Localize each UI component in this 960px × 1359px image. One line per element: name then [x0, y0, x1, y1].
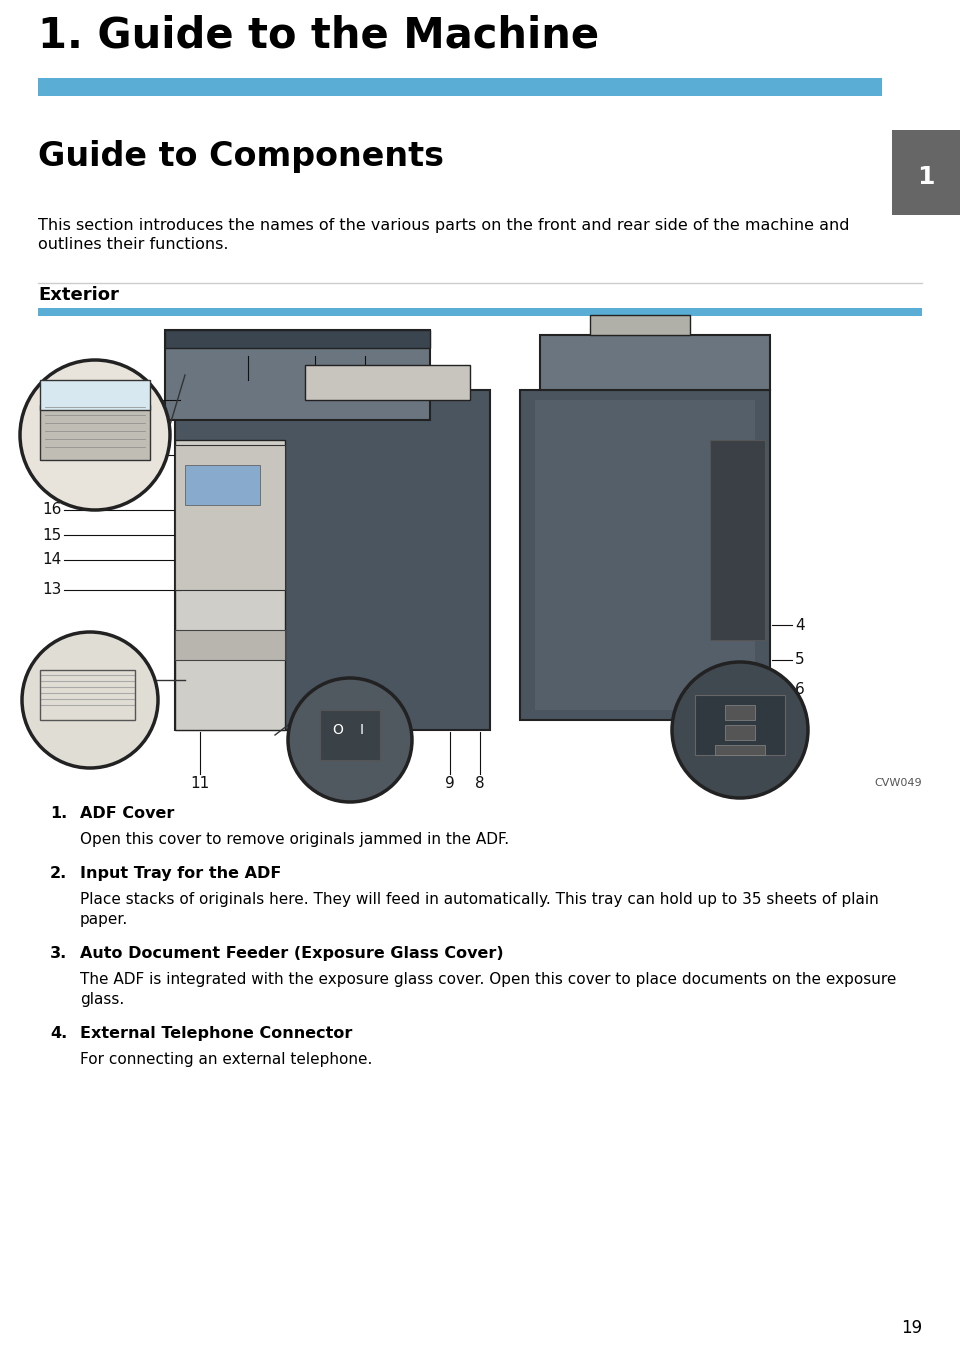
- Text: I: I: [360, 723, 364, 737]
- Text: paper.: paper.: [80, 912, 129, 927]
- Text: O: O: [332, 723, 344, 737]
- Bar: [175, 440, 285, 730]
- Text: CVW049: CVW049: [875, 777, 922, 788]
- Text: Guide to Components: Guide to Components: [38, 140, 444, 173]
- Text: 7: 7: [795, 711, 804, 726]
- Bar: [892, 130, 960, 215]
- Bar: [695, 694, 785, 756]
- Text: ADF Cover: ADF Cover: [80, 806, 175, 821]
- Bar: [725, 705, 755, 720]
- Text: 3.: 3.: [50, 946, 67, 961]
- Bar: [710, 440, 765, 640]
- Text: Exterior: Exterior: [38, 285, 119, 304]
- Bar: [165, 330, 430, 348]
- Bar: [40, 381, 150, 410]
- Text: Auto Document Feeder (Exposure Glass Cover): Auto Document Feeder (Exposure Glass Cov…: [80, 946, 504, 961]
- Circle shape: [672, 662, 808, 798]
- Text: 5: 5: [795, 652, 804, 667]
- Bar: [175, 631, 285, 660]
- Text: outlines their functions.: outlines their functions.: [38, 236, 228, 251]
- Bar: [40, 670, 135, 720]
- Text: 14: 14: [42, 553, 61, 568]
- Circle shape: [288, 678, 412, 802]
- Text: 8: 8: [475, 776, 485, 791]
- Text: For connecting an external telephone.: For connecting an external telephone.: [80, 1052, 372, 1067]
- Text: Input Tray for the ADF: Input Tray for the ADF: [80, 866, 281, 881]
- Text: Open this cover to remove originals jammed in the ADF.: Open this cover to remove originals jamm…: [80, 832, 509, 847]
- Bar: [165, 330, 430, 420]
- Text: 9: 9: [445, 776, 455, 791]
- Text: 4.: 4.: [50, 1026, 67, 1041]
- Bar: [725, 724, 755, 741]
- Bar: [520, 390, 770, 720]
- Text: 4: 4: [795, 617, 804, 632]
- Text: 1. Guide to the Machine: 1. Guide to the Machine: [38, 15, 599, 57]
- Text: 1: 1: [243, 330, 252, 345]
- Bar: [38, 77, 882, 96]
- Bar: [590, 315, 690, 336]
- Text: glass.: glass.: [80, 992, 124, 1007]
- Text: 19: 19: [900, 1320, 922, 1337]
- Text: 1.: 1.: [50, 806, 67, 821]
- Bar: [175, 444, 285, 590]
- Bar: [40, 405, 150, 459]
- Circle shape: [22, 632, 158, 768]
- Text: 15: 15: [42, 527, 61, 542]
- Bar: [535, 400, 755, 709]
- Bar: [175, 390, 490, 730]
- Text: 13: 13: [42, 583, 61, 598]
- Text: 17: 17: [42, 447, 61, 462]
- Circle shape: [20, 360, 170, 510]
- Text: 6: 6: [795, 682, 804, 697]
- Text: 2.: 2.: [50, 866, 67, 881]
- Text: 11: 11: [190, 776, 209, 791]
- Text: Place stacks of originals here. They will feed in automatically. This tray can h: Place stacks of originals here. They wil…: [80, 892, 878, 906]
- Text: 3: 3: [360, 330, 370, 345]
- Bar: [320, 709, 380, 760]
- Text: This section introduces the names of the various parts on the front and rear sid: This section introduces the names of the…: [38, 217, 850, 232]
- Bar: [715, 745, 765, 756]
- Bar: [305, 366, 470, 400]
- Text: 2: 2: [310, 330, 320, 345]
- Bar: [38, 308, 922, 317]
- Text: The ADF is integrated with the exposure glass cover. Open this cover to place do: The ADF is integrated with the exposure …: [80, 972, 897, 987]
- Bar: [185, 465, 260, 506]
- Text: External Telephone Connector: External Telephone Connector: [80, 1026, 352, 1041]
- Text: 18: 18: [42, 393, 61, 408]
- Text: 16: 16: [42, 503, 61, 518]
- Text: 1: 1: [917, 166, 935, 189]
- Text: 10: 10: [343, 776, 362, 791]
- Bar: [540, 336, 770, 390]
